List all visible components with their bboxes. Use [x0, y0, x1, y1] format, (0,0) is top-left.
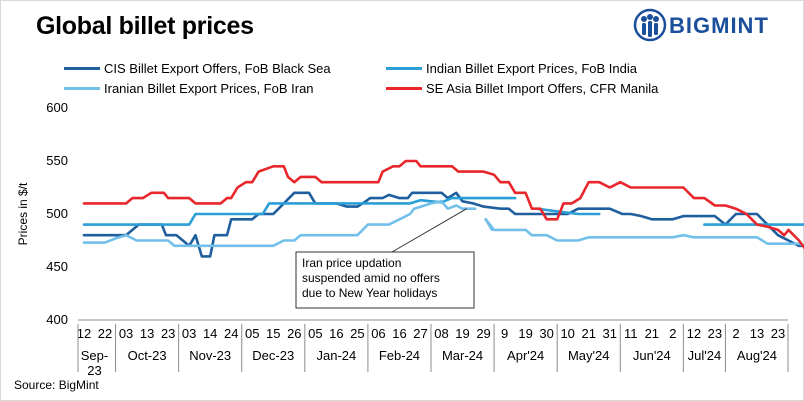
bigmint-logo: BIGMINT: [633, 8, 793, 42]
x-tick-label: 26: [287, 326, 301, 341]
series-line: [534, 207, 601, 216]
legend-swatch-cis: [64, 67, 100, 70]
x-tick-label: 23: [771, 326, 785, 341]
y-tick-label: 400: [46, 312, 68, 327]
legend-swatch-india: [386, 67, 422, 70]
series-line: [484, 218, 494, 232]
bigmint-logo-text: BIGMINT: [669, 13, 769, 38]
series-line: [484, 218, 804, 248]
annotation-text: due to New Year holidays: [302, 286, 437, 300]
x-tick-label: 08: [434, 326, 448, 341]
annotation-text: Iran price updation: [302, 256, 401, 270]
x-tick-label: 16: [329, 326, 343, 341]
x-tick-label: 13: [750, 326, 764, 341]
legend-label-seasia: SE Asia Billet Import Offers, CFR Manila: [426, 81, 659, 96]
series-line: [82, 159, 804, 250]
x-tick-label: 9: [501, 326, 508, 341]
x-tick-label: 22: [98, 326, 112, 341]
x-month-label: Jun'24: [633, 348, 671, 363]
annotation-box: [295, 251, 475, 309]
x-tick-label: 06: [371, 326, 385, 341]
x-month-label: Mar-24: [442, 348, 483, 363]
legend-label-india: Indian Billet Export Prices, FoB India: [426, 61, 637, 76]
x-month-label: Nov-23: [189, 348, 231, 363]
legend-item-india: Indian Billet Export Prices, FoB India: [386, 61, 637, 76]
series-line: [82, 191, 804, 258]
x-month-label: 23: [87, 363, 101, 378]
x-tick-label: 27: [413, 326, 427, 341]
legend: CIS Billet Export Offers, FoB Black Sea …: [0, 60, 804, 100]
bigmint-logo-icon: [633, 8, 667, 42]
x-tick-label: 23: [161, 326, 175, 341]
x-tick-label: 21: [581, 326, 595, 341]
annotation-leader-line: [391, 208, 468, 253]
legend-item-seasia: SE Asia Billet Import Offers, CFR Manila: [386, 81, 658, 96]
x-tick-label: 23: [708, 326, 722, 341]
x-tick-label: 12: [77, 326, 91, 341]
legend-label-cis: CIS Billet Export Offers, FoB Black Sea: [104, 61, 331, 76]
x-month-label: Dec-23: [252, 348, 294, 363]
x-tick-label: 13: [140, 326, 154, 341]
x-tick-label: 19: [455, 326, 469, 341]
y-tick-label: 450: [46, 259, 68, 274]
legend-label-iran: Iranian Billet Export Prices, FoB Iran: [104, 81, 314, 96]
x-tick-label: 2: [669, 326, 676, 341]
annotation-text: suspended amid no offers: [302, 271, 440, 285]
x-tick-label: 03: [119, 326, 133, 341]
x-tick-label: 24: [224, 326, 238, 341]
x-month-label: Oct-23: [128, 348, 167, 363]
x-tick-label: 30: [539, 326, 553, 341]
x-tick-label: 10: [560, 326, 574, 341]
x-tick-label: 15: [266, 326, 280, 341]
series-line: [82, 196, 517, 226]
x-month-label: May'24: [568, 348, 610, 363]
x-tick-label: 2: [732, 326, 739, 341]
x-month-label: Apr'24: [507, 348, 544, 363]
x-tick-label: 03: [182, 326, 196, 341]
source-note: Source: BigMint: [14, 378, 99, 392]
x-month-label: Aug'24: [737, 348, 777, 363]
x-month-label: Jan-24: [316, 348, 356, 363]
legend-swatch-iran: [64, 87, 100, 90]
legend-item-iran: Iranian Billet Export Prices, FoB Iran: [64, 81, 314, 96]
series-line: [82, 200, 477, 248]
x-tick-label: 31: [603, 326, 617, 341]
x-tick-label: 05: [308, 326, 322, 341]
legend-item-cis: CIS Billet Export Offers, FoB Black Sea: [64, 61, 331, 76]
x-tick-label: 29: [476, 326, 490, 341]
chart-title: Global billet prices: [36, 12, 254, 40]
x-tick-label: 16: [392, 326, 406, 341]
y-tick-label: 550: [46, 153, 68, 168]
x-month-label: Feb-24: [379, 348, 420, 363]
x-tick-label: 12: [687, 326, 701, 341]
y-tick-label: 600: [46, 100, 68, 115]
x-month-label: Sep-: [81, 348, 108, 363]
x-month-label: Jul'24: [688, 348, 722, 363]
y-axis-label: Prices in $/t: [16, 182, 30, 245]
legend-swatch-seasia: [386, 87, 422, 90]
y-tick-label: 500: [46, 206, 68, 221]
x-tick-label: 21: [645, 326, 659, 341]
x-tick-label: 05: [245, 326, 259, 341]
x-tick-label: 25: [350, 326, 364, 341]
x-tick-label: 14: [203, 326, 217, 341]
x-tick-label: 11: [624, 326, 638, 341]
x-tick-label: 19: [518, 326, 532, 341]
